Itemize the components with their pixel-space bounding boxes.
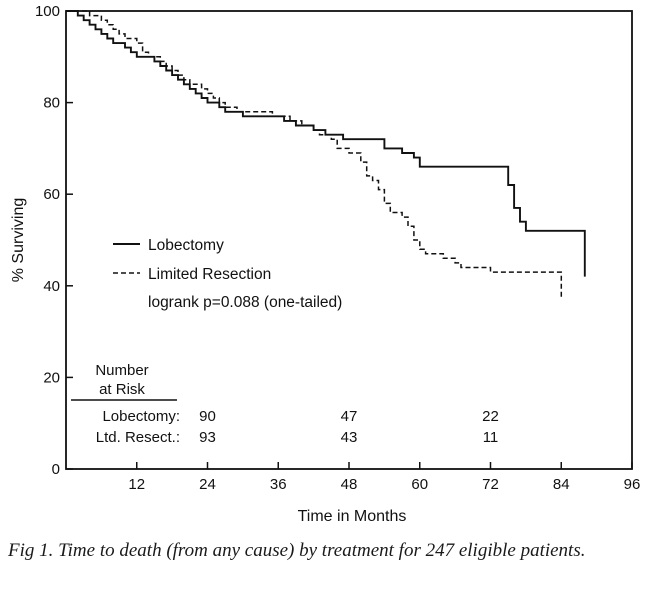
logrank-annotation: logrank p=0.088 (one-tailed) [148,294,342,311]
x-tick-label: 12 [128,476,145,493]
risk-row-label: Lobectomy: [102,408,180,425]
legend-label-lobectomy: Lobectomy [148,237,224,254]
risk-header-line1: Number [95,362,148,379]
x-tick-label: 36 [270,476,287,493]
x-tick-label: 24 [199,476,216,493]
x-tick-label: 96 [624,476,641,493]
y-tick-label: 80 [43,95,60,112]
series-line-lobectomy [66,10,586,277]
risk-row-label: Ltd. Resect.: [96,429,180,446]
risk-value: 93 [199,429,216,446]
y-tick-label: 40 [43,278,60,295]
risk-value: 90 [199,408,216,425]
x-tick-label: 84 [553,476,570,493]
legend-label-limited-resection: Limited Resection [148,266,271,283]
x-tick-label: 48 [341,476,358,493]
y-tick-label: 0 [52,461,60,478]
x-axis-ticks: 12 24 36 48 60 72 84 96 [128,462,640,493]
legend: Lobectomy Limited Resection logrank p=0.… [113,237,342,311]
x-axis-label: Time in Months [298,508,407,525]
risk-value: 43 [341,429,358,446]
survival-curves [66,10,586,300]
x-tick-label: 60 [411,476,428,493]
y-axis-ticks: 0 20 40 60 80 100 [35,3,73,478]
figure-caption: Fig 1. Time to death (from any cause) by… [8,540,586,561]
risk-header-line2: at Risk [99,381,145,398]
y-tick-label: 100 [35,3,60,20]
risk-rows: Lobectomy: 90 47 22 Ltd. Resect.: 93 43 11 [96,408,499,446]
survival-chart: 0 20 40 60 80 100 12 24 36 48 60 72 84 96 Time in Mo… [10,3,640,525]
x-tick-label: 72 [482,476,499,493]
series-line-limited-resection [66,10,563,300]
number-at-risk-table: Number at Risk Lobectomy: 90 47 22 Ltd. Rese… [71,362,499,446]
y-axis-label: % Surviving [10,198,27,282]
risk-value: 11 [483,429,499,446]
y-tick-label: 60 [43,186,60,203]
risk-value: 47 [341,408,358,425]
risk-value: 22 [482,408,499,425]
y-tick-label: 20 [43,369,60,386]
